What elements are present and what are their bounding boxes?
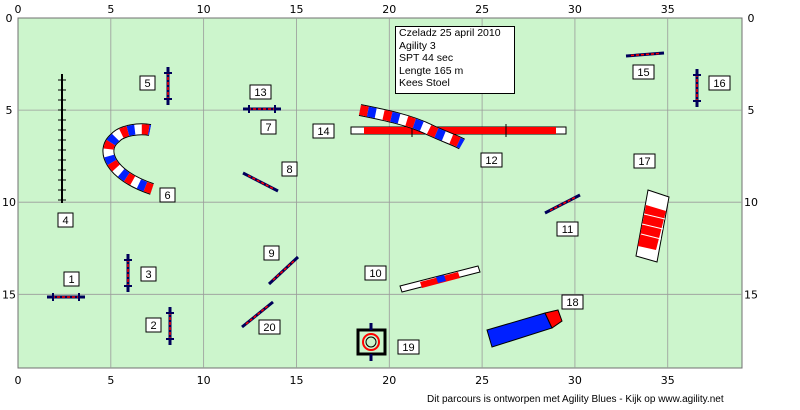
x-tick-label-top: 5	[107, 3, 114, 16]
x-tick-label-top: 0	[15, 3, 22, 16]
x-tick-label-bottom: 30	[568, 374, 582, 387]
y-tick-label-left: 10	[2, 196, 16, 209]
number-box-9: 9	[263, 245, 280, 261]
x-tick-label-top: 35	[661, 3, 675, 16]
x-tick-label-top: 25	[475, 3, 489, 16]
number-label: 17	[638, 156, 650, 168]
number-box-1: 1	[63, 271, 80, 287]
y-tick-label-right: 10	[744, 196, 758, 209]
x-tick-label-bottom: 10	[197, 374, 211, 387]
grid-lines	[18, 18, 742, 368]
number-box-3: 3	[140, 266, 157, 282]
obstacle-tunnel-12	[358, 104, 465, 150]
number-label: 8	[286, 164, 292, 176]
obstacle-jump-5	[164, 67, 172, 105]
number-label: 1	[68, 274, 74, 286]
number-label: 18	[566, 297, 578, 309]
obstacle-dogwalk	[350, 124, 567, 137]
obstacle-jump-9	[267, 255, 300, 286]
obstacle-curved-tunnel	[102, 123, 155, 195]
number-box-12: 12	[480, 152, 503, 168]
number-label: 3	[145, 269, 151, 281]
x-tick-label-bottom: 25	[475, 374, 489, 387]
number-box-15: 15	[632, 64, 655, 80]
obstacle-numbers: 1 2 3 4 5 6 7 8 9 10 11 12 13 14 15 16 1…	[57, 64, 731, 355]
number-box-7: 7	[260, 119, 277, 135]
number-label: 13	[254, 87, 266, 99]
y-tick-label-right: 15	[744, 288, 758, 301]
number-box-5: 5	[139, 75, 156, 91]
y-tick-label-right: 0	[748, 12, 755, 25]
x-tick-label-bottom: 0	[15, 374, 22, 387]
y-tick-label-left: 5	[6, 104, 13, 117]
x-tick-label-top: 10	[197, 3, 211, 16]
obstacle-table	[356, 323, 387, 361]
obstacle-jump-16	[693, 69, 701, 107]
number-box-19: 19	[397, 339, 420, 355]
number-label: 15	[637, 67, 649, 79]
number-box-10: 10	[364, 265, 387, 281]
number-label: 12	[485, 155, 497, 167]
x-tick-label-bottom: 20	[382, 374, 396, 387]
info-spt: SPT 44 sec	[399, 52, 454, 64]
obstacle-jump-11	[544, 193, 581, 215]
info-event: Czeladz 25 april 2010	[399, 27, 501, 39]
course-info-box: Czeladz 25 april 2010 Agility 3 SPT 44 s…	[395, 26, 515, 94]
number-label: 5	[144, 78, 150, 90]
obstacle-jump-3	[124, 254, 132, 292]
x-tick-label-bottom: 5	[107, 374, 114, 387]
number-label: 4	[62, 215, 68, 227]
info-length: Lengte 165 m	[399, 64, 464, 77]
x-tick-label-bottom: 35	[661, 374, 675, 387]
number-label: 19	[402, 342, 414, 354]
obstacle-seesaw	[399, 265, 481, 293]
obstacle-jump-20	[241, 300, 274, 329]
info-judge: Kees Stoel	[399, 77, 450, 89]
number-box-17: 17	[633, 153, 656, 169]
obstacle-jump-1	[47, 293, 85, 301]
x-tick-label-top: 30	[568, 3, 582, 16]
y-tick-label-left: 15	[2, 288, 16, 301]
obstacle-aframe	[635, 189, 670, 263]
y-tick-label-left: 0	[6, 12, 13, 25]
number-label: 9	[268, 248, 274, 260]
number-box-14: 14	[312, 123, 335, 139]
y-tick-label-right: 5	[748, 104, 755, 117]
number-label: 11	[562, 224, 573, 236]
number-box-8: 8	[281, 161, 298, 177]
x-tick-label-top: 15	[289, 3, 303, 16]
number-box-2: 2	[145, 317, 162, 333]
number-box-18: 18	[561, 294, 584, 310]
number-box-6: 6	[159, 187, 176, 203]
x-tick-label-bottom: 15	[289, 374, 303, 387]
number-box-13: 13	[249, 84, 272, 100]
number-box-11: 11	[556, 221, 579, 237]
number-label: 6	[164, 190, 170, 202]
number-label: 16	[713, 78, 725, 90]
info-class: Agility 3	[399, 39, 436, 52]
obstacle-jump-15	[625, 51, 665, 58]
number-label: 10	[369, 268, 381, 280]
number-label: 7	[265, 122, 271, 134]
number-label: 14	[317, 126, 329, 138]
number-label: 20	[263, 322, 275, 334]
number-box-20: 20	[258, 319, 281, 335]
number-label: 2	[150, 320, 156, 332]
field-area	[17, 17, 743, 369]
obstacle-chute	[486, 309, 563, 348]
obstacle-walk	[58, 74, 66, 203]
number-box-16: 16	[708, 75, 731, 91]
number-box-4: 4	[57, 212, 74, 228]
obstacle-jump-7	[243, 105, 281, 113]
obstacle-jump-8	[242, 171, 279, 193]
x-tick-label-top: 20	[382, 3, 396, 16]
obstacle-jump-2	[166, 307, 174, 345]
footer-credit: Dit parcours is ontworpen met Agility Bl…	[427, 394, 724, 405]
